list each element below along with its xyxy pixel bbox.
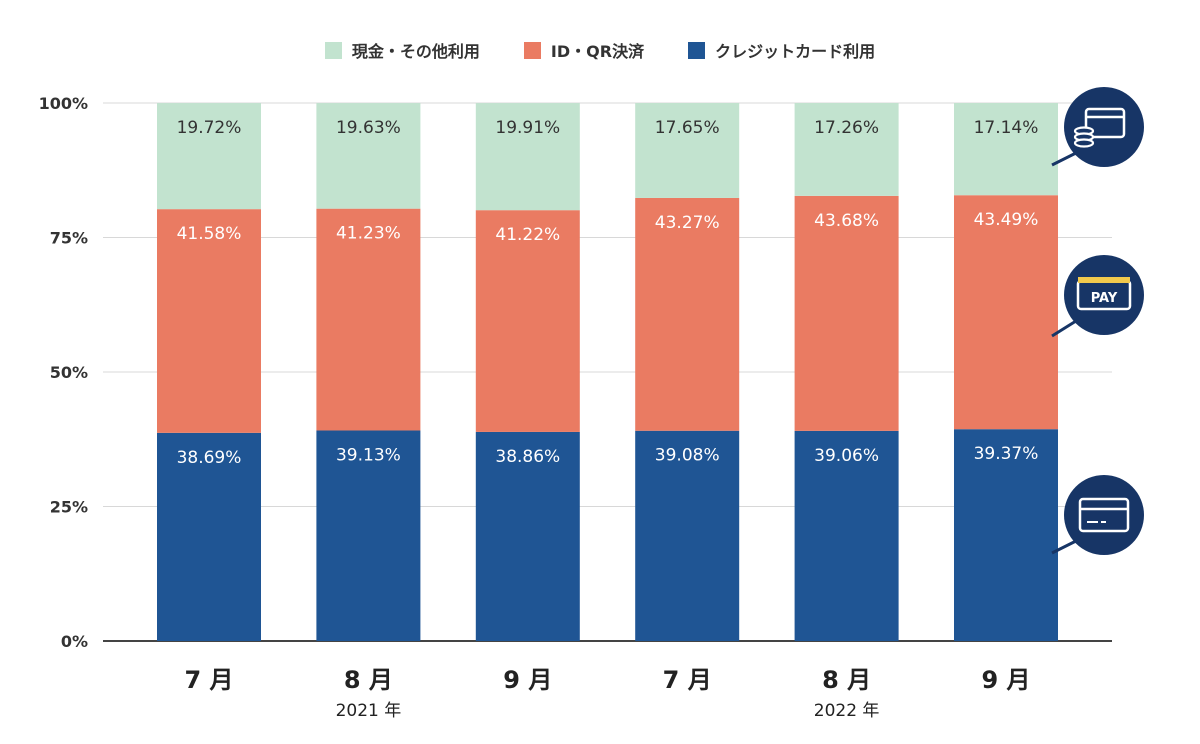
bar-segment bbox=[316, 103, 421, 209]
data-label: 17.65% bbox=[655, 118, 720, 138]
bar-segment bbox=[794, 195, 899, 431]
bar-segment bbox=[954, 429, 1058, 641]
legend-item-cash: 現金・その他利用 bbox=[324, 38, 480, 62]
icon-circle bbox=[1064, 87, 1144, 167]
pay-icon: PAY bbox=[1051, 255, 1144, 338]
x-tick-label: 9 月 bbox=[981, 666, 1030, 694]
credit-card-outline bbox=[1078, 497, 1130, 533]
legend-item-id-qr: ID・QR決済 bbox=[523, 38, 645, 62]
data-label: 17.14% bbox=[974, 118, 1039, 138]
x-tick-label: 8 月 bbox=[344, 666, 393, 694]
bar-segment bbox=[316, 430, 421, 641]
bar-segment bbox=[635, 103, 740, 198]
bar-segment bbox=[954, 195, 1058, 430]
bar-segment bbox=[475, 210, 580, 432]
y-tick-label: 25% bbox=[50, 498, 88, 517]
bar-segment bbox=[316, 208, 421, 431]
y-tick-label: 50% bbox=[50, 363, 88, 382]
data-label: 39.37% bbox=[974, 444, 1039, 464]
x-tick-label: 9 月 bbox=[503, 666, 552, 694]
x-group-label: 2022 年 bbox=[814, 701, 880, 721]
icon-circle bbox=[1064, 475, 1144, 555]
x-tick-label: 8 月 bbox=[822, 666, 871, 694]
bar-segment bbox=[475, 103, 580, 211]
icon-tail bbox=[1051, 539, 1077, 555]
legend-label-cash: 現金・その他利用 bbox=[351, 42, 480, 61]
pay-top-bar bbox=[1078, 277, 1130, 283]
bar-segment bbox=[954, 103, 1058, 196]
bar-segment bbox=[794, 103, 899, 196]
pay-label: PAY bbox=[1091, 291, 1118, 306]
data-label: 43.27% bbox=[655, 213, 720, 233]
legend-swatch-credit bbox=[688, 41, 706, 59]
icon-circle bbox=[1064, 255, 1144, 335]
legend-swatch-id-qr bbox=[523, 41, 541, 59]
data-label: 41.22% bbox=[495, 225, 560, 245]
data-label: 39.13% bbox=[336, 445, 401, 465]
x-tick-label: 7 月 bbox=[184, 666, 233, 694]
x-tick-label: 7 月 bbox=[663, 666, 712, 694]
legend-swatch-cash bbox=[324, 41, 342, 59]
data-label: 17.26% bbox=[814, 118, 879, 138]
data-label: 41.58% bbox=[177, 224, 242, 244]
bar-segment bbox=[794, 430, 899, 641]
bar-segment bbox=[157, 209, 261, 433]
data-label: 41.23% bbox=[336, 224, 401, 244]
bar-segment bbox=[635, 197, 740, 431]
bar-segment bbox=[157, 103, 261, 210]
card-outline bbox=[1084, 107, 1126, 139]
data-label: 38.86% bbox=[495, 447, 560, 467]
data-label: 19.91% bbox=[495, 118, 560, 138]
coin bbox=[1073, 138, 1095, 148]
data-label: 39.06% bbox=[814, 446, 879, 466]
data-label: 19.72% bbox=[177, 118, 242, 138]
icon-tail bbox=[1051, 319, 1077, 338]
bar-segment bbox=[635, 430, 740, 641]
y-tick-label: 100% bbox=[39, 94, 88, 113]
legend-label-credit: クレジットカード利用 bbox=[715, 42, 876, 61]
data-label: 43.49% bbox=[974, 210, 1039, 230]
x-group-label: 2021 年 bbox=[336, 701, 402, 721]
icon-tail bbox=[1051, 151, 1077, 167]
legend-item-credit: クレジットカード利用 bbox=[688, 38, 875, 62]
y-tick-label: 75% bbox=[50, 229, 88, 248]
data-label: 38.69% bbox=[177, 448, 242, 468]
y-tick-label: 0% bbox=[61, 632, 88, 651]
bar-segment bbox=[157, 432, 261, 641]
bar-segment bbox=[475, 431, 580, 641]
data-label: 19.63% bbox=[336, 118, 401, 138]
data-label: 43.68% bbox=[814, 211, 879, 231]
legend-label-id-qr: ID・QR決済 bbox=[550, 42, 645, 61]
data-label: 39.08% bbox=[655, 446, 720, 466]
cash-card-icon bbox=[1051, 87, 1144, 167]
legend: 現金・その他利用 ID・QR決済 クレジットカード利用 bbox=[0, 38, 1200, 62]
credit-card-icon bbox=[1051, 475, 1144, 555]
